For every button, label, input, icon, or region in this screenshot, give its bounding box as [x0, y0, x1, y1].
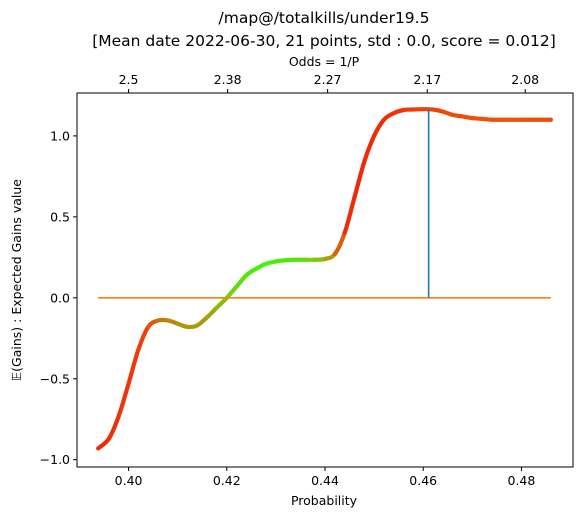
x2-tick-label: 2.08 — [511, 72, 539, 87]
x-tick-label: 0.40 — [115, 473, 143, 488]
expected-gains-curve-segment — [372, 117, 387, 139]
expected-gains-curve-segment — [116, 381, 131, 419]
expected-gains-curve-segment — [96, 436, 112, 451]
expected-gains-curve-segment — [126, 347, 141, 386]
x2-tick-label: 2.38 — [214, 72, 242, 87]
y-tick-label: −0.5 — [40, 371, 70, 386]
y-tick-label: 0.0 — [50, 290, 70, 305]
expected-gains-curve-segment — [342, 195, 357, 236]
x-tick-label: 0.46 — [409, 473, 437, 488]
expected-gains-curve-segment — [362, 133, 377, 164]
x-axis-label: Probability — [291, 493, 358, 508]
expected-gains-curve-segment — [136, 324, 151, 352]
expected-gains-curve-segment — [106, 413, 121, 441]
plot-frame — [76, 92, 574, 468]
top-axis-label: Odds = 1/P — [289, 54, 360, 69]
expected-gains-curve-segment — [224, 284, 239, 300]
x-tick-label: 0.42 — [213, 473, 241, 488]
y-tick-label: 0.5 — [50, 209, 70, 224]
x2-tick-label: 2.5 — [119, 72, 139, 87]
x-tick-label: 0.48 — [508, 473, 536, 488]
axes: 0.40 0.42 0.44 0.46 0.48 −1.0 −0.5 0.0 0.5 1.0 2.5… — [40, 72, 540, 488]
expected-gains-curve-segment — [332, 230, 347, 257]
y-tick-label: 1.0 — [50, 128, 70, 143]
expected-gains-curve-segment — [352, 159, 367, 200]
chart-subtitle: [Mean date 2022-06-30, 21 points, std : … — [92, 32, 556, 50]
chart-title: /map@/totalkills/under19.5 — [219, 9, 430, 27]
y-axis-label: 𝔼(Gains) : Expected Gains value — [9, 179, 24, 381]
plot-area — [96, 107, 554, 451]
x2-tick-label: 2.27 — [314, 72, 342, 87]
x-tick-label: 0.44 — [311, 473, 339, 488]
y-tick-label: −1.0 — [40, 452, 70, 467]
x2-tick-label: 2.17 — [413, 72, 441, 87]
expected-gains-curve-segment — [234, 273, 249, 289]
